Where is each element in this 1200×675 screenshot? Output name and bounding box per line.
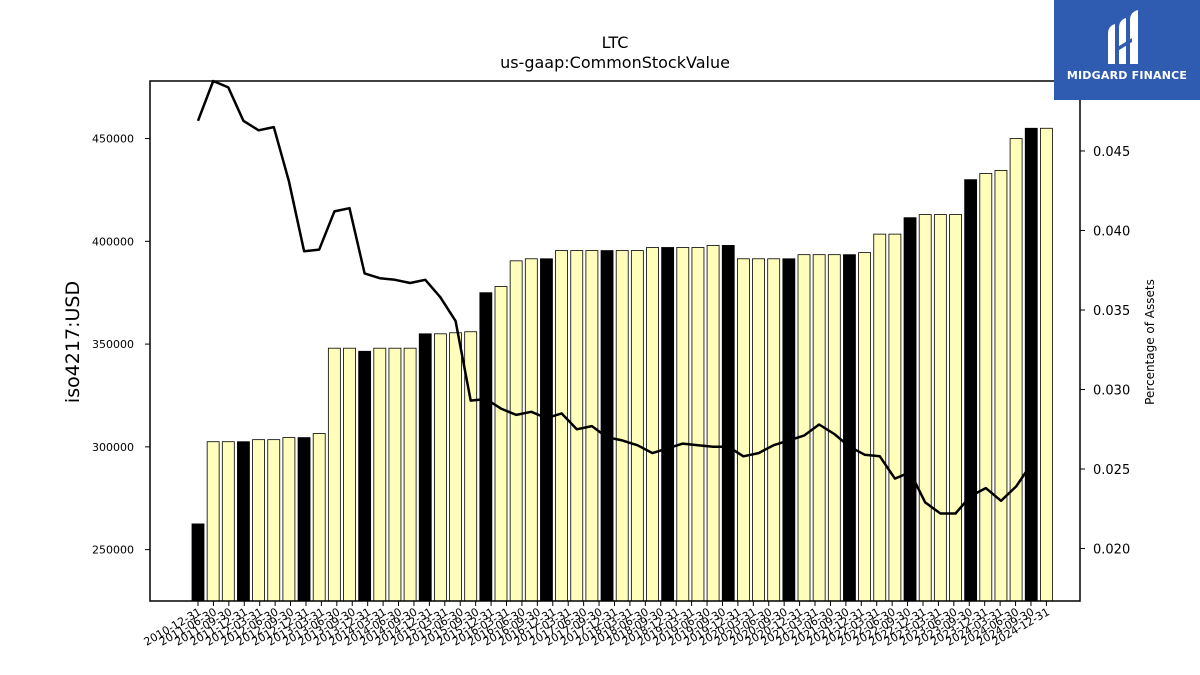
bar-2013-12-31 xyxy=(373,347,387,602)
y-axis: 250000 300000 350000 400000 450000 xyxy=(92,133,150,557)
bar-2011-12-31 xyxy=(252,439,266,602)
bar-2023-06-30 xyxy=(949,214,962,602)
bar-2017-12-31 xyxy=(615,250,629,602)
bar-2018-09-30 xyxy=(661,247,675,602)
bar-2011-03-31 xyxy=(206,441,220,602)
bar-2012-09-30 xyxy=(297,437,311,602)
bar-2015-12-31 xyxy=(494,286,508,602)
bar-2020-12-31 xyxy=(797,254,811,602)
y2-axis-label: Percentage of Assets xyxy=(1143,279,1157,405)
bar-2024-03-31 xyxy=(994,170,1008,602)
y-tick-label: 300000 xyxy=(92,441,134,454)
bar-2019-06-30 xyxy=(706,245,720,602)
bar-2024-09-30 xyxy=(1024,127,1038,602)
bar-2021-12-31 xyxy=(858,252,871,602)
bar-2013-06-30 xyxy=(343,347,356,602)
bar-2018-12-31 xyxy=(676,247,690,602)
bar-2013-09-30 xyxy=(358,350,372,602)
y-tick-label: 400000 xyxy=(92,235,134,248)
bar-2024-12-31 xyxy=(1040,127,1053,602)
bar-2022-03-31 xyxy=(873,233,887,602)
y2-tick-label: 0.035 xyxy=(1093,304,1130,319)
bar-series xyxy=(191,127,1053,602)
y2-axis: 0.020 0.025 0.030 0.035 0.040 0.045 xyxy=(1080,145,1130,558)
bar-2018-06-30 xyxy=(646,247,659,602)
bar-2019-03-31 xyxy=(691,247,705,602)
percentage-line xyxy=(196,79,1033,515)
bar-2011-06-30 xyxy=(221,441,235,602)
bar-2022-09-30 xyxy=(903,217,917,602)
bar-2022-06-30 xyxy=(888,233,902,602)
plot-frame xyxy=(149,80,1081,602)
bar-2020-09-30 xyxy=(782,258,796,602)
bar-2016-06-30 xyxy=(524,258,538,602)
y-tick-label: 250000 xyxy=(92,544,134,557)
line-series xyxy=(196,79,1033,515)
chart-subtitle: us-gaap:CommonStockValue xyxy=(500,53,730,72)
bar-2019-09-30 xyxy=(721,245,735,602)
bar-2016-12-31 xyxy=(555,250,568,602)
bar-2019-12-31 xyxy=(737,258,750,602)
y-tick-label: 450000 xyxy=(92,133,134,146)
bar-2021-09-30 xyxy=(843,254,856,602)
y-tick-label: 350000 xyxy=(92,338,134,351)
chart-title: LTC xyxy=(602,33,629,52)
bar-2015-03-31 xyxy=(449,332,462,602)
y2-tick-label: 0.020 xyxy=(1093,543,1130,558)
bar-2011-09-30 xyxy=(237,441,250,602)
bar-2016-09-30 xyxy=(540,258,553,602)
bar-2023-03-31 xyxy=(933,214,947,602)
y2-tick-label: 0.045 xyxy=(1093,145,1130,160)
bar-2023-12-31 xyxy=(979,173,993,602)
midgard-finance-logo: MIDGARD FINANCE xyxy=(1054,0,1200,100)
bar-2024-06-30 xyxy=(1009,138,1023,602)
bar-2014-12-31 xyxy=(433,333,447,602)
midgard-logo-icon xyxy=(1108,10,1138,64)
bar-2014-09-30 xyxy=(418,333,432,602)
bar-2021-06-30 xyxy=(827,254,841,602)
bar-2012-06-30 xyxy=(282,437,296,602)
bar-2022-12-31 xyxy=(918,214,932,602)
bar-2012-12-31 xyxy=(312,433,326,602)
y-axis-label: iso4217:USD xyxy=(62,281,84,403)
y2-tick-label: 0.030 xyxy=(1093,384,1130,399)
bar-2020-06-30 xyxy=(767,258,781,602)
logo-text: MIDGARD FINANCE xyxy=(1066,69,1188,82)
bar-2012-03-31 xyxy=(267,439,281,602)
bar-2016-03-31 xyxy=(509,260,523,602)
bar-2013-03-31 xyxy=(327,347,341,602)
bar-2010-12-31 xyxy=(191,523,205,602)
bar-2017-09-30 xyxy=(600,250,614,602)
bar-2014-06-30 xyxy=(403,347,417,602)
bar-2020-03-31 xyxy=(752,258,765,602)
bar-2023-09-30 xyxy=(964,179,978,602)
y2-tick-label: 0.040 xyxy=(1093,224,1130,239)
y2-tick-label: 0.025 xyxy=(1093,463,1130,478)
bar-2018-03-31 xyxy=(630,250,644,602)
bar-2014-03-31 xyxy=(388,347,402,602)
x-axis: 2010-12-312011-06-302011-09-302011-12-31… xyxy=(142,601,1052,649)
bar-2015-09-30 xyxy=(479,292,493,602)
